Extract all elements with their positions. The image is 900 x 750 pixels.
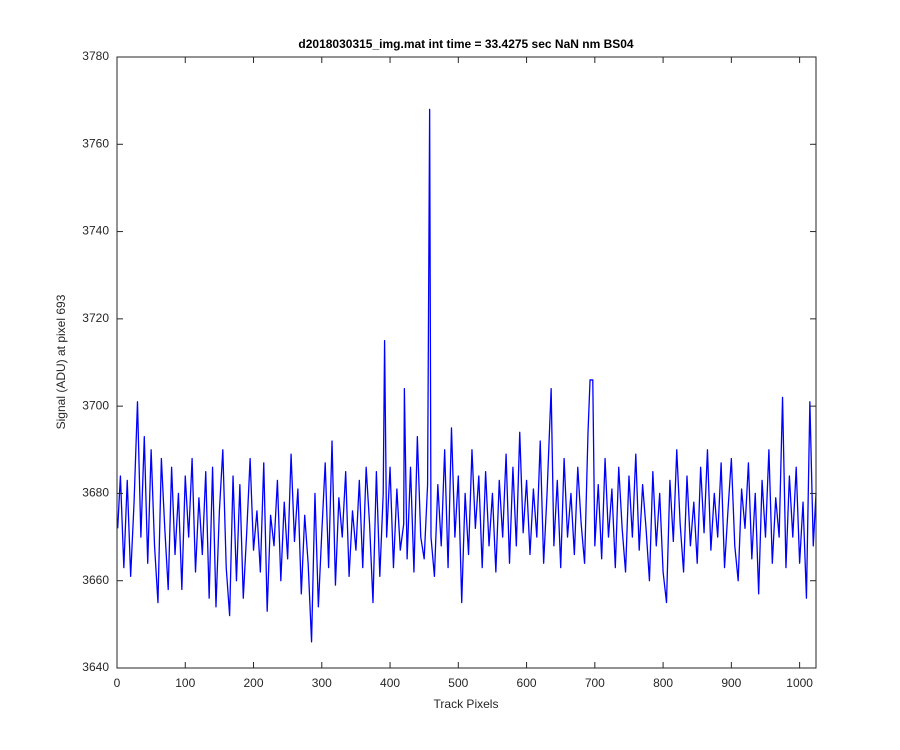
- y-tick-label: 3640: [82, 660, 109, 674]
- x-tick-label: 900: [721, 676, 741, 690]
- data-line: [117, 108, 817, 643]
- y-tick-label: 3660: [82, 573, 109, 587]
- x-axis-label: Track Pixels: [434, 697, 499, 711]
- x-tick-label: 500: [448, 676, 468, 690]
- y-tick-label: 3680: [82, 486, 109, 500]
- x-tick-label: 300: [312, 676, 332, 690]
- x-tick-label: 200: [244, 676, 264, 690]
- y-tick-label: 3740: [82, 224, 109, 238]
- x-tick-label: 600: [517, 676, 537, 690]
- y-tick-label: 3700: [82, 398, 109, 412]
- x-tick-label: 800: [653, 676, 673, 690]
- y-tick-label: 3780: [82, 49, 109, 63]
- x-tick-label: 1000: [786, 676, 813, 690]
- x-tick-label: 700: [585, 676, 605, 690]
- y-tick-label: 3760: [82, 136, 109, 150]
- axes-box: [116, 56, 817, 669]
- chart-title: d2018030315_img.mat int time = 33.4275 s…: [298, 37, 634, 51]
- y-axis-label: Signal (ADU) at pixel 693: [54, 294, 68, 429]
- x-tick-label: 400: [380, 676, 400, 690]
- x-tick-label: 0: [114, 676, 121, 690]
- y-tick-label: 3720: [82, 311, 109, 325]
- x-tick-label: 100: [175, 676, 195, 690]
